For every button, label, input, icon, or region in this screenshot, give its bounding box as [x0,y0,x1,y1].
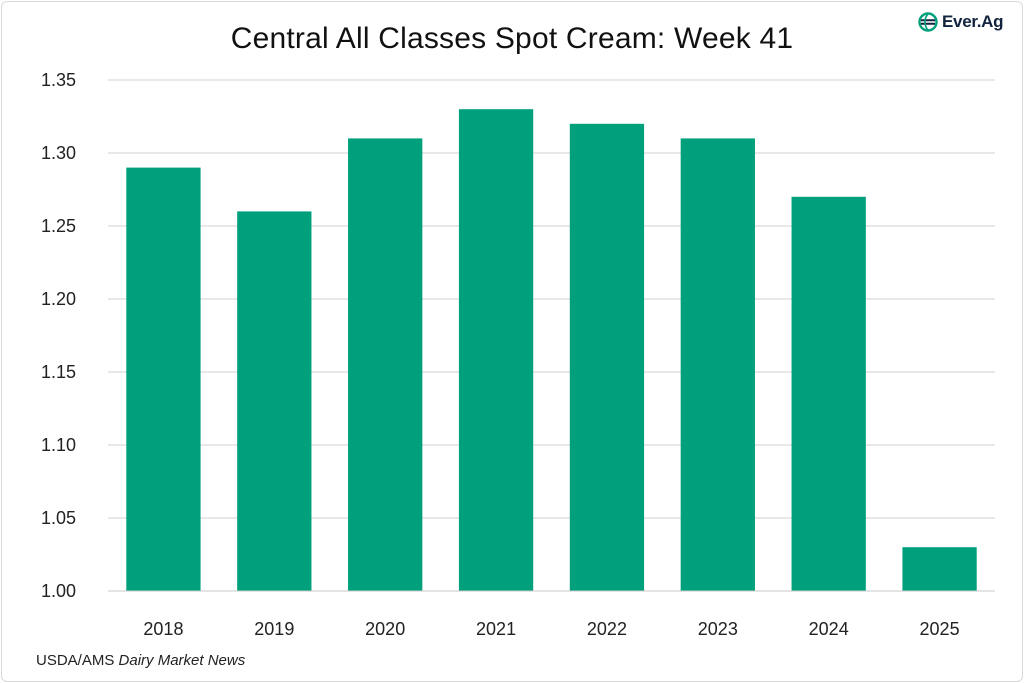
y-tick-label: 1.20 [41,289,76,309]
source-prefix: USDA/AMS [36,652,115,669]
y-tick-label: 1.00 [41,581,76,601]
y-tick-label: 1.10 [41,435,76,455]
bar-2022 [569,123,645,592]
bar-2020 [348,138,423,591]
y-tick-label: 1.35 [41,70,76,90]
x-tick-label: 2024 [809,619,849,639]
ever-ag-logo: Ever.Ag [918,12,1004,32]
x-tick-label: 2020 [365,619,405,639]
y-tick-label: 1.25 [41,216,76,236]
chart-title: Central All Classes Spot Cream: Week 41 [230,22,794,55]
bar-2025 [902,547,977,591]
source-note: USDA/AMS Dairy Market News [36,652,245,669]
x-axis-labels: 2018 2019 2020 2021 2022 2023 2024 2025 [143,619,959,639]
y-tick-label: 1.30 [41,143,76,163]
x-tick-label: 2019 [254,619,294,639]
bar-2024 [791,196,866,592]
bar-2023 [680,138,755,591]
x-tick-label: 2022 [587,619,627,639]
x-tick-label: 2021 [476,619,516,639]
y-tick-label: 1.05 [41,508,76,528]
source-publication: Dairy Market News [118,652,246,669]
bars [126,109,977,592]
x-tick-label: 2018 [143,619,183,639]
logo-text: Ever.Ag [942,12,1004,31]
x-tick-label: 2025 [920,619,960,639]
bar-2018 [126,167,201,591]
bar-2019 [237,211,312,591]
bar-2021 [458,109,534,591]
y-tick-label: 1.15 [41,362,76,382]
x-tick-label: 2023 [698,619,738,639]
ever-ag-globe-icon [918,12,938,32]
y-axis-labels: 1.00 1.05 1.10 1.15 1.20 1.25 1.30 1.35 [41,70,76,601]
